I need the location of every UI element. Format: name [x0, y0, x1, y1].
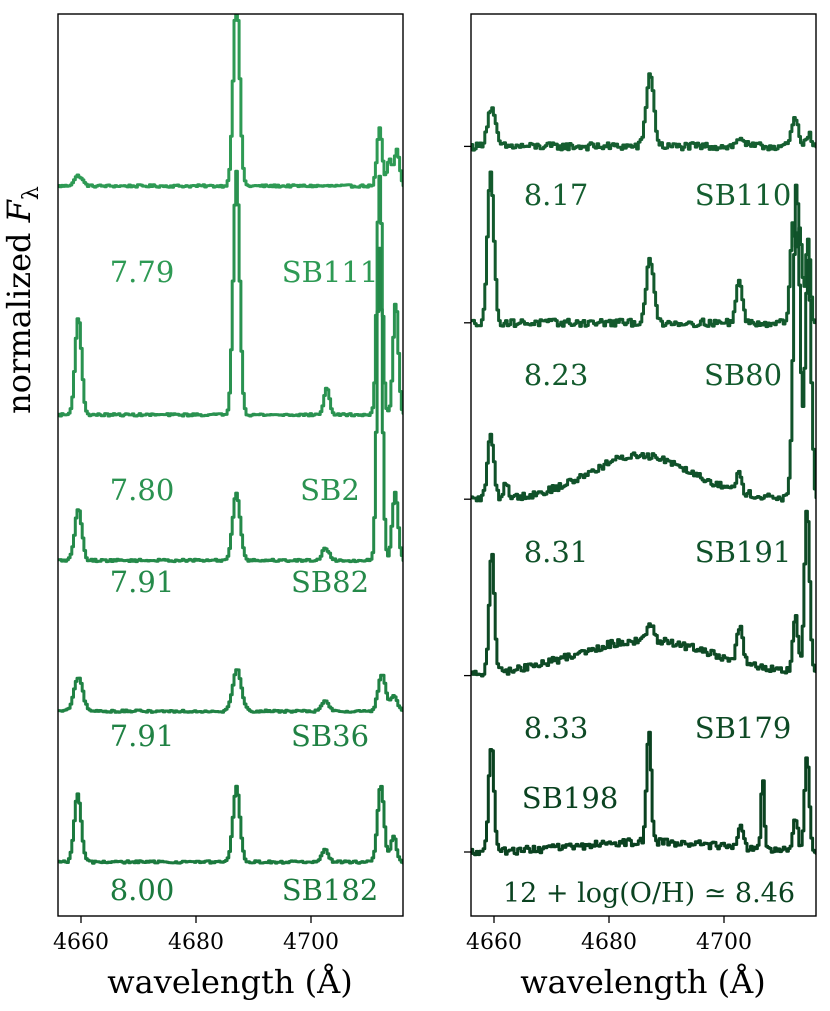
left-panel: 7.79 SB111 7.80 SB2 7.91 SB82 7.91 SB36 8.00 SB18…: [53, 13, 404, 1001]
spectrum-sb2: [58, 169, 403, 418]
spectrum-sb198: [471, 730, 816, 857]
galaxy-label-sb179: SB179: [695, 711, 792, 745]
metallicity-label: 8.33: [524, 711, 589, 745]
x-tick-label: 4660: [53, 930, 109, 955]
galaxy-label-sb80: SB80: [704, 358, 782, 392]
spectrum-sb110: [471, 72, 816, 152]
x-tick-label: 4700: [696, 930, 752, 955]
metallicity-annotation: 12 + log(O/H) ≃ 8.46: [503, 878, 795, 909]
left-labels: 7.79 SB111 7.80 SB2 7.91 SB82 7.91 SB36 8.00 SB18…: [110, 255, 379, 907]
x-tick-label: 4680: [168, 930, 224, 955]
galaxy-label-sb198: SB198: [522, 781, 619, 815]
metallicity-label: 7.80: [110, 473, 175, 507]
galaxy-label-sb82: SB82: [291, 565, 369, 599]
spectrum-sb80: [471, 170, 816, 329]
spectrum-sb191: [471, 183, 816, 503]
spectrum-sb36: [58, 668, 403, 714]
y-axis-label: normalized Fλ: [0, 186, 44, 414]
right-spectra: [471, 72, 816, 857]
metallicity-label: 7.91: [110, 565, 175, 599]
left-x-axis-label: wavelength (Å): [107, 963, 352, 1001]
right-panel: 8.17 SB110 8.23 SB80 8.31 SB191 8.33 SB179 SB198…: [464, 13, 817, 1001]
spectrum-sb179: [471, 509, 816, 678]
metallicity-label: 7.91: [110, 719, 175, 753]
metallicity-label: 8.23: [524, 358, 589, 392]
right-x-axis-label: wavelength (Å): [520, 963, 765, 1001]
galaxy-label-sb36: SB36: [291, 719, 369, 753]
x-tick-label: 4660: [466, 930, 522, 955]
spectrum-sb111: [58, 14, 403, 189]
spectrum-sb182: [58, 784, 403, 865]
galaxy-label-sb111: SB111: [282, 255, 379, 289]
right-labels: 8.17 SB110 8.23 SB80 8.31 SB191 8.33 SB179 SB198: [522, 178, 792, 815]
metallicity-label: 8.00: [110, 873, 175, 907]
metallicity-label: 8.31: [524, 535, 589, 569]
left-x-ticks: 4660 4680 4700: [53, 916, 339, 955]
galaxy-label-sb110: SB110: [695, 178, 792, 212]
spectrum-sb82: [58, 246, 403, 564]
left-panel-frame: [57, 13, 404, 917]
x-tick-label: 4680: [581, 930, 637, 955]
metallicity-label: 7.79: [110, 255, 175, 289]
galaxy-label-sb191: SB191: [695, 535, 792, 569]
galaxy-label-sb182: SB182: [282, 873, 379, 907]
metallicity-label: 8.17: [524, 178, 589, 212]
right-panel-frame: [470, 13, 817, 917]
x-tick-label: 4700: [283, 930, 339, 955]
right-y-ticks: [464, 145, 471, 853]
left-spectra: [58, 14, 403, 865]
galaxy-label-sb2: SB2: [300, 473, 360, 507]
right-x-ticks: 4660 4680 4700: [466, 916, 752, 955]
